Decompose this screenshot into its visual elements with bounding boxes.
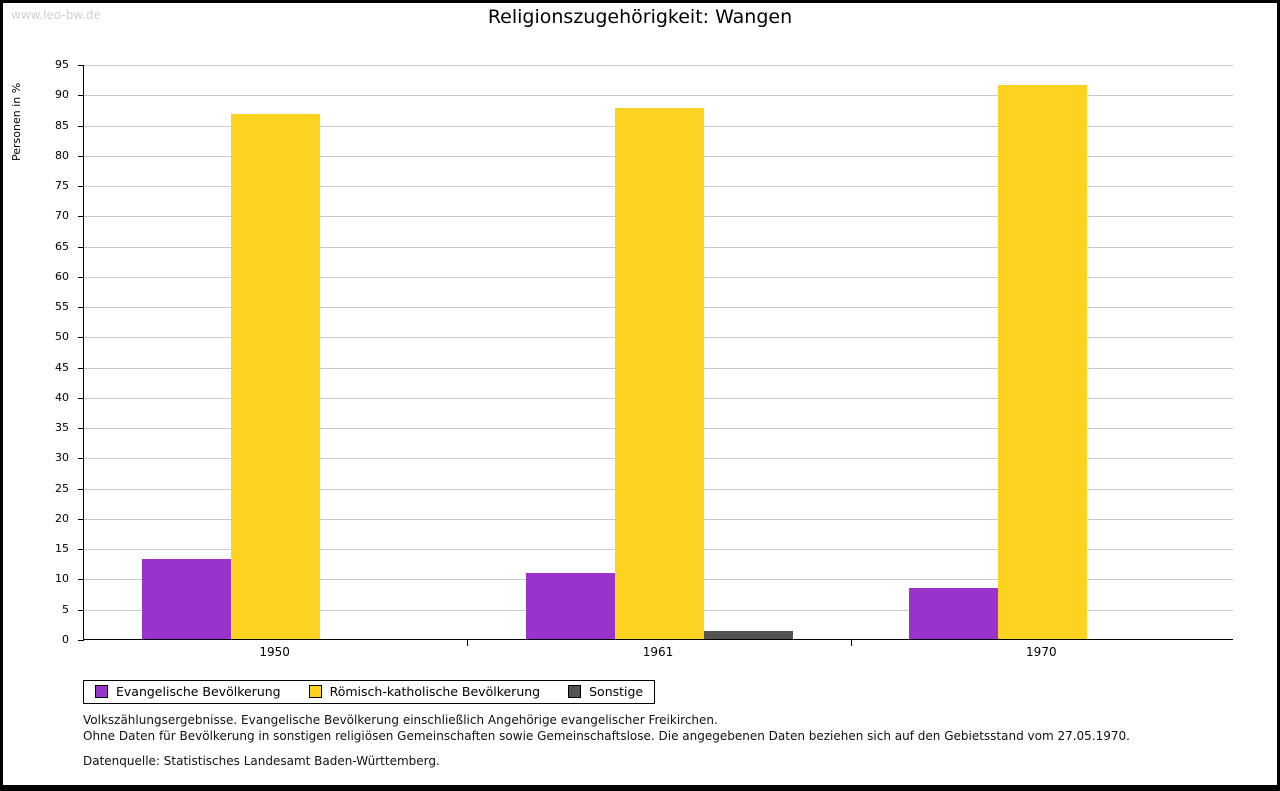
y-tick-25	[78, 488, 84, 490]
bar-1961-evangelisch	[525, 573, 615, 639]
x-category-label-1970: 1970	[1026, 645, 1057, 659]
y-tick-label-60: 60	[55, 269, 69, 283]
y-tick-55	[78, 307, 84, 309]
y-tick-40	[78, 397, 84, 399]
y-tick-65	[78, 246, 84, 248]
bar-1950-katholisch	[231, 113, 321, 639]
legend-swatch-evangelisch	[95, 685, 108, 698]
x-category-label-1961: 1961	[642, 645, 674, 659]
y-tick-label-50: 50	[55, 330, 69, 344]
y-tick-20	[78, 518, 84, 520]
footnote-line-2: Ohne Daten für Bevölkerung in sonstigen …	[83, 728, 1130, 743]
y-tick-35	[78, 428, 84, 430]
y-tick-label-80: 80	[55, 148, 69, 162]
y-tick-label-30: 30	[55, 451, 69, 465]
y-tick-label-70: 70	[55, 209, 69, 223]
y-tick-label-95: 95	[55, 58, 69, 71]
y-tick-70	[78, 216, 84, 218]
x-boundary-tick-1	[467, 640, 469, 646]
gridline-95	[84, 65, 1233, 66]
chart-title: Religionszugehörigkeit: Wangen	[487, 6, 793, 28]
legend-item-katholisch: Römisch-katholische Bevölkerung	[308, 684, 541, 699]
legend-label-sonstige: Sonstige	[589, 684, 644, 699]
legend-item-sonstige: Sonstige	[568, 684, 643, 699]
y-tick-5	[78, 609, 84, 611]
y-tick-label-10: 10	[55, 572, 69, 586]
y-tick-label-25: 25	[55, 481, 69, 495]
x-boundary-tick-2	[850, 640, 852, 646]
y-tick-30	[78, 458, 84, 460]
y-tick-label-55: 55	[55, 300, 69, 314]
y-tick-label-90: 90	[55, 88, 69, 102]
y-tick-label-75: 75	[55, 179, 69, 193]
y-axis-labels: 0 5 10 15 20 25 30 35 40 45 50 55 60 65 70 75 80 85 90 95	[39, 58, 77, 646]
gridline-90	[84, 95, 1233, 97]
legend: Evangelische Bevölkerung Römisch-katholi…	[83, 680, 656, 704]
plot-area	[78, 65, 1233, 646]
bar-1950-evangelisch	[142, 559, 232, 639]
footnote-line-1: Volkszählungsergebnisse. Evangelische Be…	[83, 713, 718, 727]
y-axis-title: Personen in %	[10, 82, 23, 161]
y-tick-60	[78, 276, 84, 278]
bar-1970-katholisch	[997, 85, 1087, 639]
y-tick-10	[78, 579, 84, 581]
y-tick-label-40: 40	[55, 390, 69, 404]
legend-swatch-katholisch	[308, 685, 322, 698]
y-tick-0	[78, 640, 84, 641]
y-tick-75	[78, 186, 84, 188]
legend-item-evangelisch: Evangelische Bevölkerung	[95, 684, 281, 699]
site-watermark: www.leo-bw.de	[11, 8, 101, 22]
legend-label-katholisch: Römisch-katholische Bevölkerung	[329, 684, 541, 699]
y-tick-label-15: 15	[55, 542, 69, 556]
y-tick-15	[78, 549, 84, 551]
y-tick-90	[78, 95, 84, 97]
y-tick-50	[78, 337, 84, 339]
footnotes: Volkszählungsergebnisse. Evangelische Be…	[83, 713, 1130, 770]
y-tick-label-65: 65	[55, 239, 69, 253]
legend-label-evangelisch: Evangelische Bevölkerung	[116, 684, 281, 699]
legend-swatch-sonstige	[568, 685, 582, 698]
footnote-source: Datenquelle: Statistisches Landesamt Bad…	[83, 754, 440, 768]
y-tick-label-0: 0	[62, 633, 69, 646]
x-axis-labels: 1950 1961 1970	[83, 645, 1233, 661]
y-tick-label-45: 45	[55, 360, 69, 374]
y-tick-85	[78, 125, 84, 127]
y-tick-95	[78, 65, 84, 66]
y-tick-label-35: 35	[55, 421, 69, 435]
x-category-label-1950: 1950	[259, 645, 290, 659]
y-tick-label-85: 85	[55, 118, 69, 132]
bar-1970-evangelisch	[908, 587, 998, 639]
y-tick-80	[78, 155, 84, 157]
y-tick-45	[78, 367, 84, 369]
y-tick-label-5: 5	[62, 602, 69, 616]
bar-1961-sonstige	[703, 631, 793, 639]
y-tick-label-20: 20	[55, 511, 69, 525]
bar-1961-katholisch	[614, 107, 704, 639]
